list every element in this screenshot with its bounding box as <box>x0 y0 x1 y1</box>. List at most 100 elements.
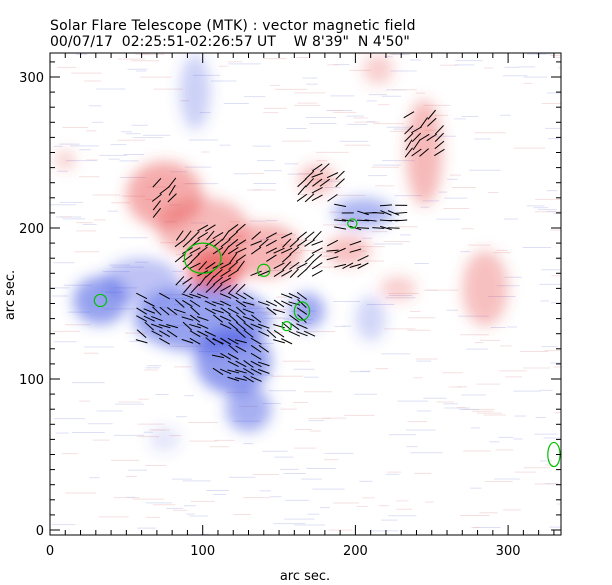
transverse-field-vector <box>296 193 308 202</box>
transverse-field-vector <box>189 337 201 345</box>
chart-subtitle: 00/07/17 02:25:51-02:26:57 UT W 8'39" N … <box>50 34 410 50</box>
transverse-field-vector <box>265 300 278 307</box>
transverse-field-vector <box>258 344 269 353</box>
transverse-field-vector <box>349 263 362 269</box>
transverse-field-vector <box>235 360 247 368</box>
transverse-field-vector <box>296 323 308 330</box>
transverse-field-vector <box>228 261 239 271</box>
x-tick-label: 300 <box>496 544 521 559</box>
negative-field-region <box>179 54 211 130</box>
transverse-field-vector <box>326 172 339 179</box>
transverse-field-vector <box>334 226 347 230</box>
transverse-field-vector <box>250 345 262 353</box>
transverse-field-vector <box>173 308 186 314</box>
transverse-field-vector <box>357 210 369 216</box>
transverse-field-vector <box>152 306 162 316</box>
transverse-field-vector <box>236 260 245 271</box>
transverse-field-vector <box>427 117 437 127</box>
transverse-field-vector <box>273 247 285 254</box>
transverse-field-vector <box>204 300 216 307</box>
transverse-field-vector <box>158 324 171 329</box>
transverse-field-vector <box>220 352 232 360</box>
transverse-field-vector <box>349 248 362 253</box>
transverse-field-vector <box>182 277 193 285</box>
x-tick-label: 200 <box>343 544 368 559</box>
transverse-field-vector <box>243 329 254 338</box>
transverse-field-vector <box>189 293 201 299</box>
transverse-field-vector <box>235 254 247 263</box>
transverse-field-vector <box>342 262 354 270</box>
transverse-field-vector <box>250 360 262 368</box>
transverse-field-vector <box>189 314 201 323</box>
plot-frame <box>49 52 562 536</box>
transverse-field-vector <box>167 307 178 316</box>
transverse-field-vector <box>296 291 308 300</box>
transverse-field-vector <box>243 375 254 383</box>
transverse-field-vector <box>175 230 184 241</box>
transverse-field-vector <box>273 299 285 308</box>
transverse-field-vector <box>213 283 223 294</box>
transverse-field-vector <box>182 299 193 308</box>
transverse-field-vector <box>434 125 444 135</box>
transverse-field-vector <box>152 200 161 211</box>
transverse-field-vector <box>273 339 285 344</box>
positive-field-region <box>379 276 417 301</box>
transverse-field-vector <box>265 232 277 239</box>
transverse-field-vector <box>296 307 308 315</box>
transverse-field-vector <box>326 239 339 247</box>
transverse-field-vector <box>296 331 308 337</box>
transverse-field-vector <box>257 361 270 367</box>
transverse-field-vector <box>265 247 278 254</box>
transverse-field-vector <box>434 148 445 157</box>
y-tick-label: 100 <box>19 373 44 388</box>
transverse-field-vector <box>304 239 315 247</box>
transverse-field-vector <box>205 261 216 270</box>
transverse-field-vector <box>311 240 324 246</box>
transverse-field-vector <box>166 324 179 329</box>
x-tick-label: 0 <box>46 544 54 559</box>
transverse-field-vector <box>281 338 293 345</box>
transverse-field-vector <box>159 330 170 338</box>
transverse-field-vector <box>181 293 194 299</box>
transverse-field-vector <box>235 321 246 331</box>
transverse-field-vector <box>167 193 177 203</box>
transverse-field-vector <box>411 148 422 157</box>
transverse-field-vector <box>327 193 338 202</box>
transverse-field-vector <box>189 262 201 269</box>
y-tick-label: 0 <box>36 524 44 539</box>
transverse-field-vector <box>288 301 301 306</box>
transverse-field-vector <box>411 126 422 134</box>
transverse-field-vector <box>227 292 239 300</box>
transverse-field-vector <box>212 276 223 286</box>
transverse-field-vector <box>228 283 238 294</box>
transverse-field-vector <box>151 323 163 329</box>
transverse-field-vector <box>273 308 285 314</box>
transverse-field-vector <box>258 238 269 248</box>
obs-lat: N 4'50" <box>357 34 410 50</box>
transverse-field-vector <box>257 368 270 374</box>
transverse-field-vector <box>190 283 200 294</box>
chart-title: Solar Flare Telescope (MTK) : vector mag… <box>50 18 416 34</box>
transverse-field-vector <box>211 354 224 359</box>
transverse-field-vector <box>349 240 362 246</box>
transverse-field-vector <box>334 247 346 254</box>
transverse-field-vector <box>380 210 392 216</box>
transverse-field-vector <box>174 253 185 263</box>
transverse-field-vector <box>189 330 201 338</box>
transverse-field-vector <box>205 239 216 247</box>
transverse-field-vector <box>296 239 308 247</box>
transverse-field-vector <box>311 194 323 202</box>
transverse-field-vector <box>311 269 323 277</box>
transverse-field-vector <box>151 193 162 202</box>
transverse-field-vector <box>212 338 224 345</box>
transverse-field-vector <box>311 172 324 178</box>
y-axis-label: arc sec. <box>3 270 18 320</box>
transverse-field-vector <box>387 210 400 216</box>
transverse-field-vector <box>372 227 385 229</box>
transverse-field-vector <box>236 283 246 293</box>
transverse-field-vector <box>265 239 277 247</box>
transverse-field-vector <box>312 178 323 187</box>
obs-lon: W 8'39" <box>293 34 349 50</box>
